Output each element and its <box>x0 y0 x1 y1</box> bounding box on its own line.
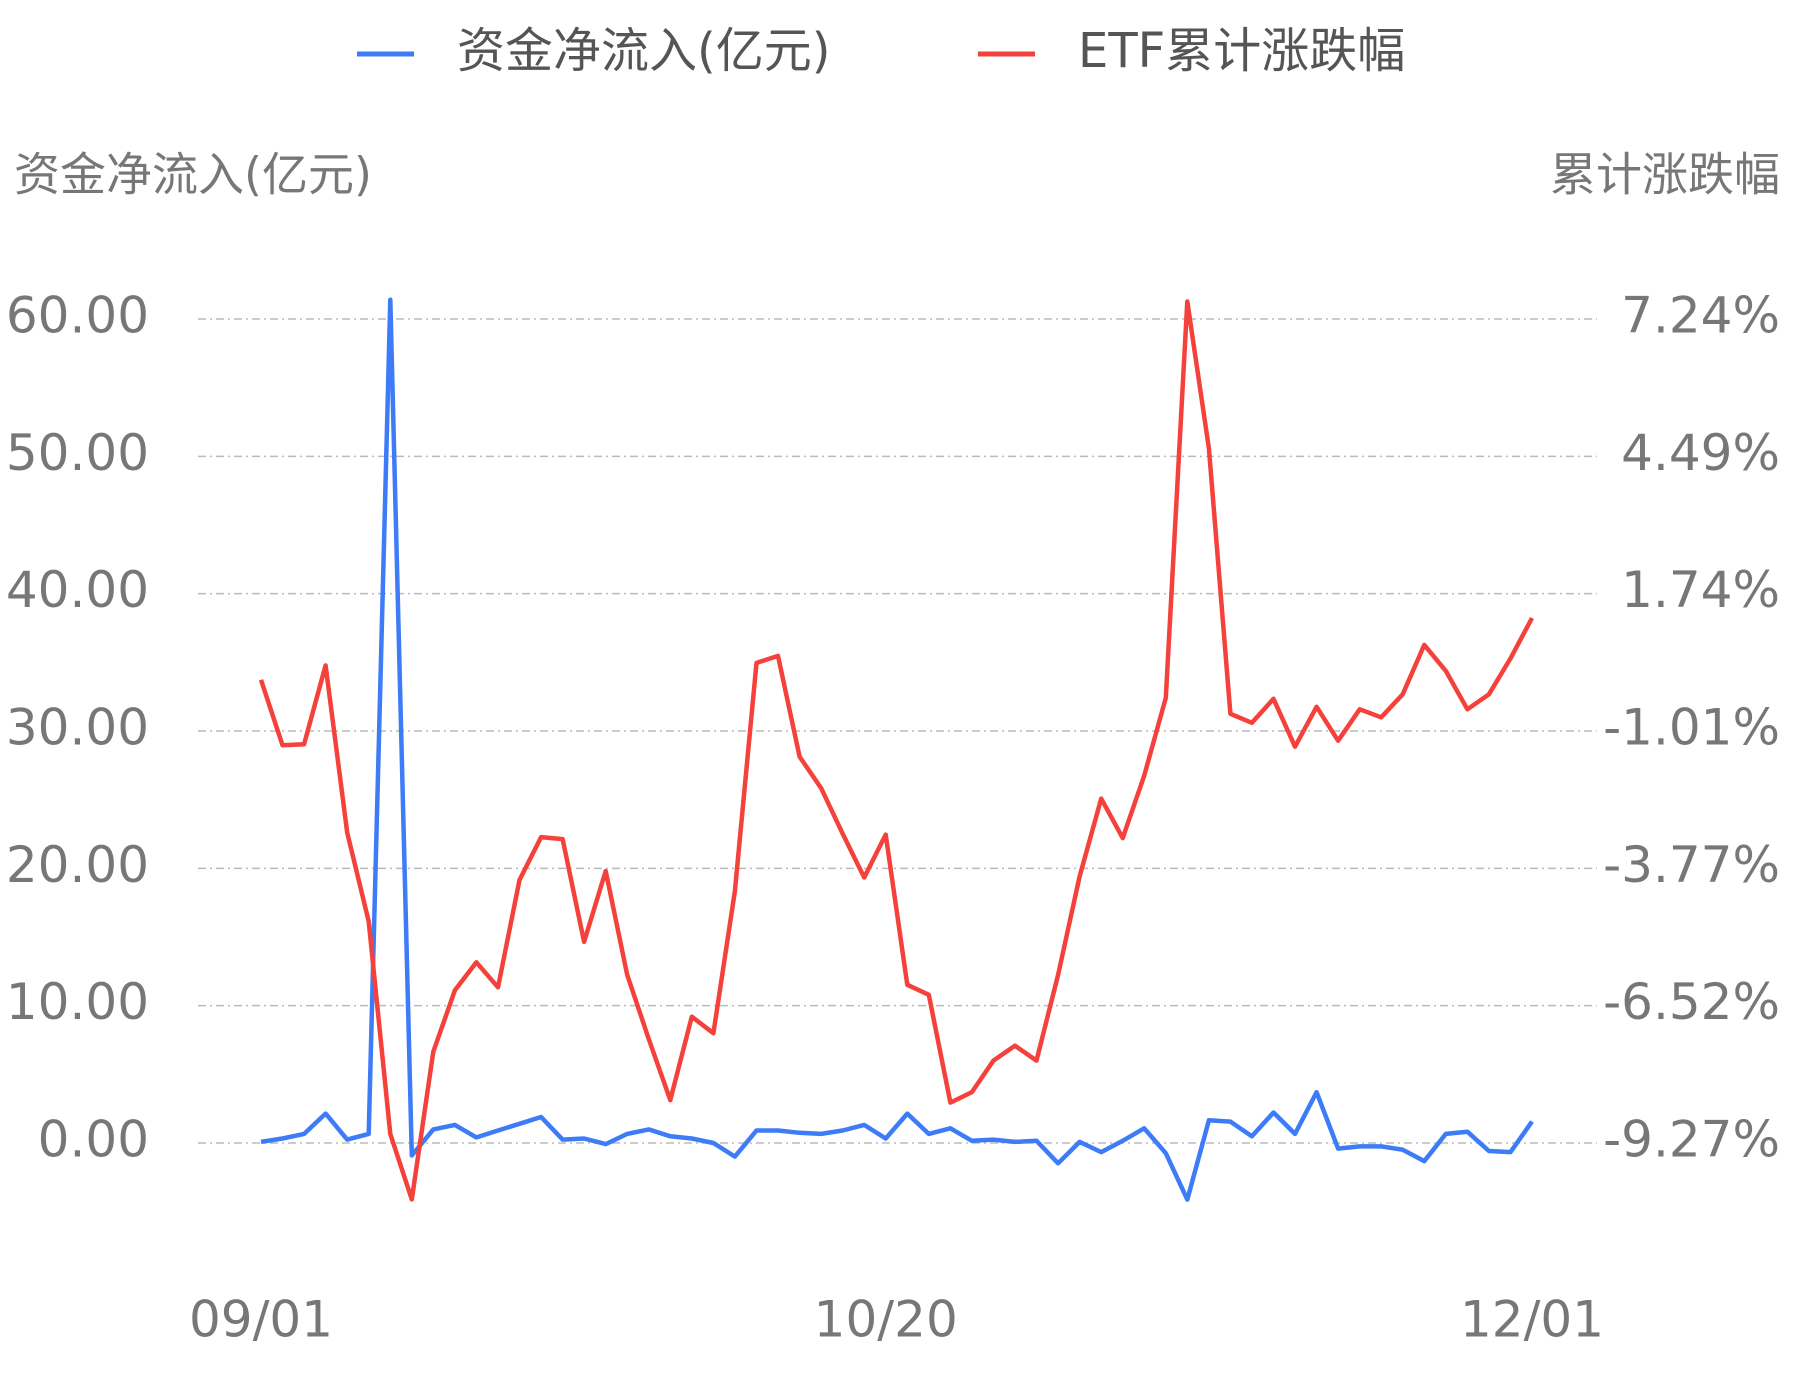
y2-tick-label: -1.01% <box>1603 698 1780 756</box>
x-tick-label: 10/20 <box>814 1291 958 1349</box>
y-axis-title: 资金净流入(亿元) <box>14 148 372 202</box>
y2-tick-label: 4.49% <box>1621 424 1780 482</box>
series-line <box>258 299 1534 1202</box>
y-tick-label: 30.00 <box>6 699 149 757</box>
x-tick-label: 09/01 <box>189 1291 333 1349</box>
y-tick-label: 20.00 <box>6 836 149 894</box>
series-line <box>260 297 1534 1202</box>
legend-label: ETF累计涨跌幅 <box>1078 23 1405 79</box>
y-tick-label: 0.00 <box>38 1111 149 1169</box>
y-tick-label: 60.00 <box>6 287 149 345</box>
y-tick-label: 50.00 <box>6 424 149 482</box>
y-tick-label: 10.00 <box>6 973 149 1031</box>
y-tick-label: 40.00 <box>6 561 149 619</box>
y2-tick-label: 7.24% <box>1621 287 1780 345</box>
y2-axis-title: 累计涨跌幅 <box>1550 148 1780 202</box>
y2-tick-label: -9.27% <box>1603 1111 1780 1169</box>
y2-tick-label: 1.74% <box>1621 561 1780 619</box>
x-tick-label: 12/01 <box>1460 1291 1604 1349</box>
y2-tick-label: -6.52% <box>1603 973 1780 1031</box>
y2-tick-label: -3.77% <box>1603 836 1780 894</box>
legend-label: 资金净流入(亿元) <box>457 23 830 79</box>
